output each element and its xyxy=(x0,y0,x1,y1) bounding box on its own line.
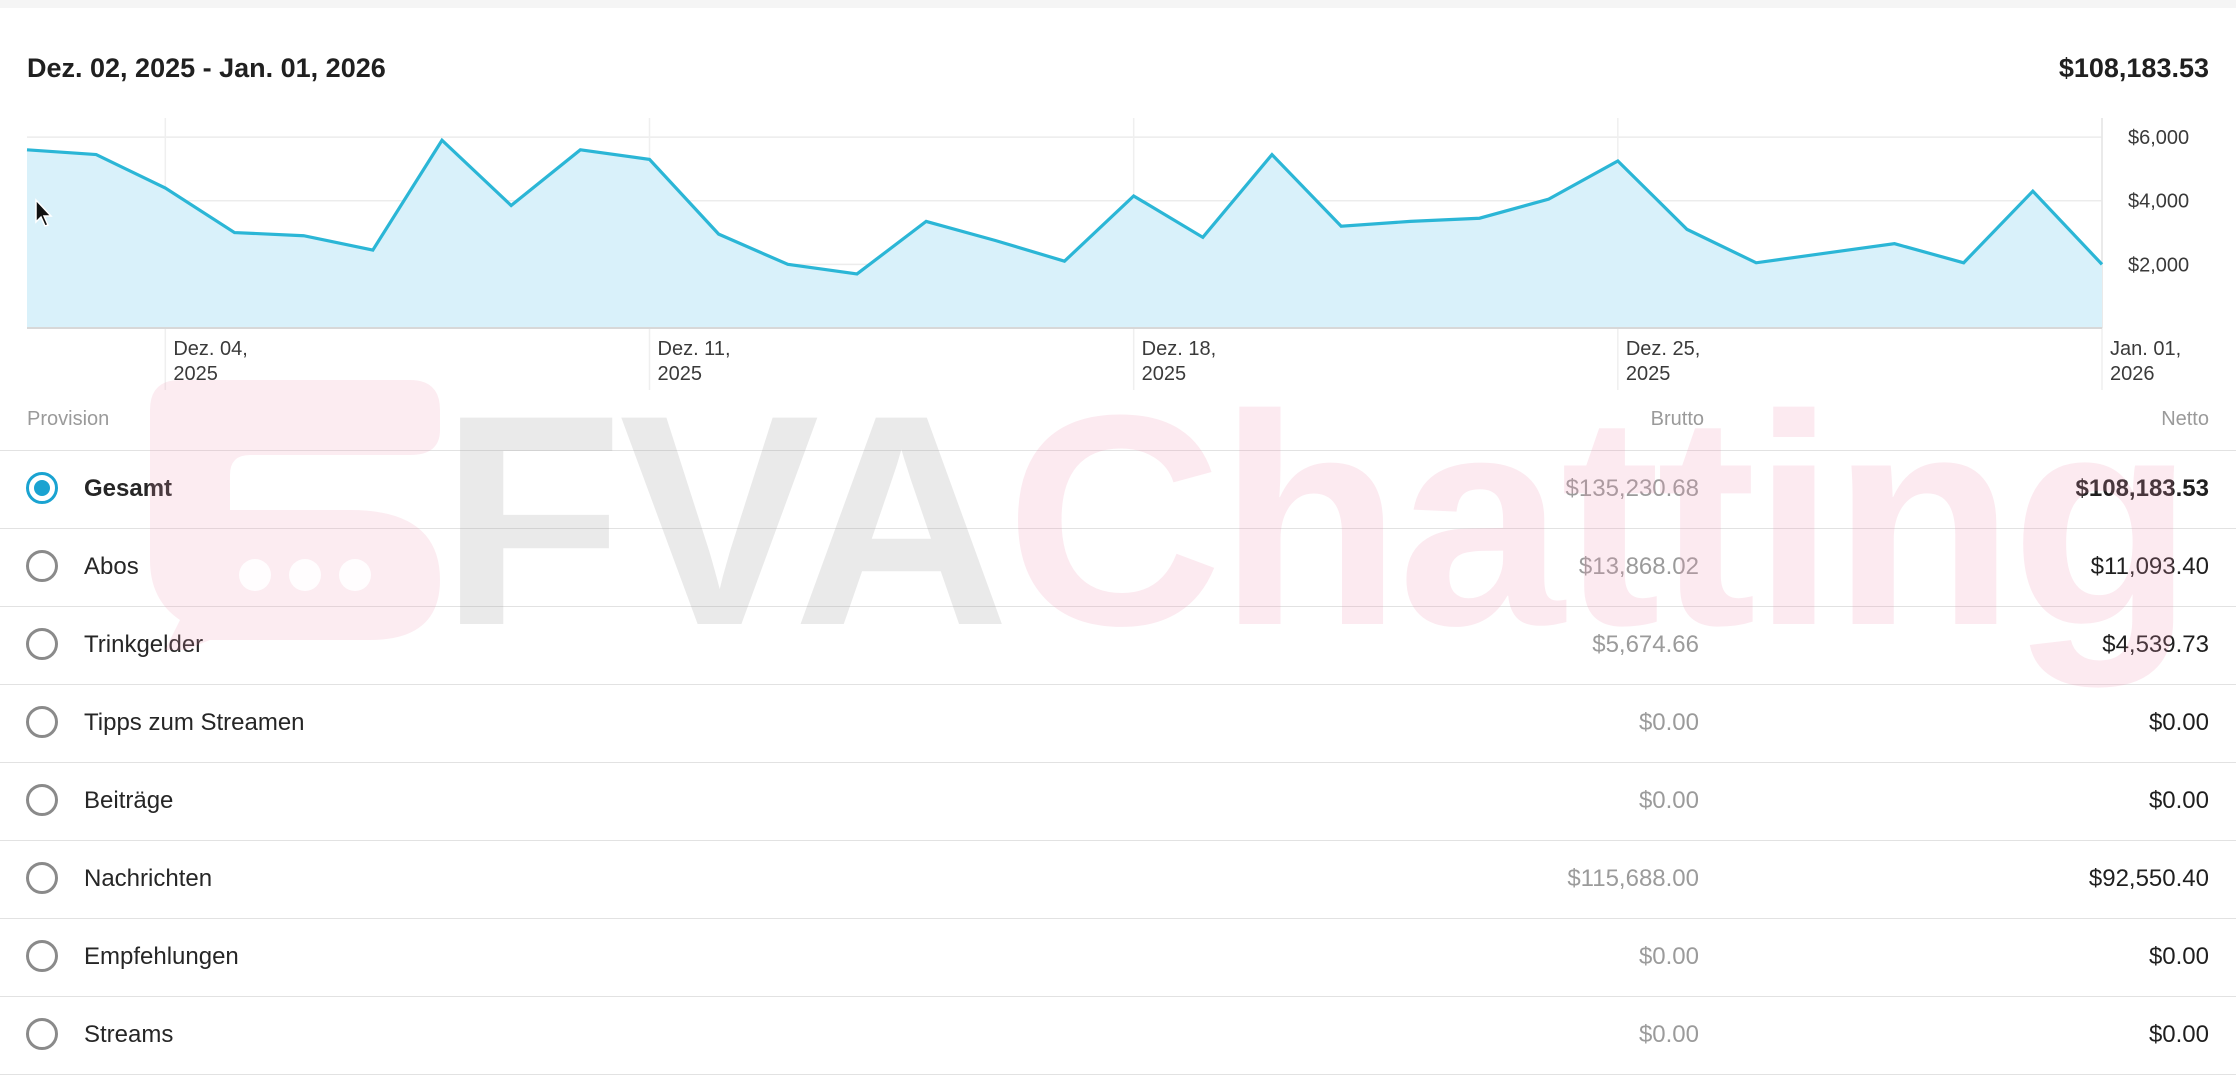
y-tick-label: $4,000 xyxy=(2128,191,2189,213)
x-tick-label: Dez. 11, xyxy=(658,338,731,360)
row-radio-button[interactable] xyxy=(26,550,58,582)
x-tick-label: Dez. 25, xyxy=(1626,338,1700,360)
x-tick-year-label: 2025 xyxy=(1626,363,1671,385)
row-gross-value: $5,674.66 xyxy=(1592,631,1699,658)
row-net-value: $4,539.73 xyxy=(2102,631,2209,658)
row-gross-value: $0.00 xyxy=(1638,943,1699,970)
row-radio-button[interactable] xyxy=(26,940,58,972)
x-tick-label: Jan. 01, xyxy=(2110,338,2181,360)
row-radio-button[interactable] xyxy=(26,784,58,816)
series-area xyxy=(27,140,2102,328)
header-category: Provision xyxy=(27,408,110,430)
header-gross: Brutto xyxy=(1650,408,1704,430)
row-radio-button[interactable] xyxy=(26,472,58,504)
row-gross-value: $0.00 xyxy=(1638,709,1699,736)
mouse-cursor-icon xyxy=(35,198,53,227)
period-header: Dez. 02, 2025 - Jan. 01, 2026 $108,183.5… xyxy=(27,48,2209,88)
earnings-table: Provision Brutto Netto Gesamt $135,230.68… xyxy=(0,396,2236,1075)
row-net-value: $0.00 xyxy=(2148,709,2209,736)
row-label: Abos xyxy=(84,553,139,580)
table-row[interactable]: Beiträge $0.00 $0.00 xyxy=(0,763,2236,841)
row-gross-value: $0.00 xyxy=(1638,1021,1699,1048)
table-row[interactable]: Gesamt $135,230.68 $108,183.53 xyxy=(0,451,2236,529)
y-tick-label: $2,000 xyxy=(2128,254,2189,276)
row-net-value: $0.00 xyxy=(2148,787,2209,814)
earnings-chart[interactable]: $6,000 $4,000 $2,000 Dez. 04, 2025 Dez. 11, 20… xyxy=(0,118,2236,398)
table-row[interactable]: Trinkgelder $5,674.66 $4,539.73 xyxy=(0,607,2236,685)
row-gross-value: $0.00 xyxy=(1638,787,1699,814)
date-range[interactable]: Dez. 02, 2025 - Jan. 01, 2026 xyxy=(27,52,386,83)
x-tick-year-label: 2026 xyxy=(2110,363,2155,385)
row-gross-value: $13,868.02 xyxy=(1578,553,1699,580)
table-row[interactable]: Empfehlungen $0.00 $0.00 xyxy=(0,919,2236,997)
earnings-chart-svg[interactable]: $6,000 $4,000 $2,000 Dez. 04, 2025 Dez. 11, 20… xyxy=(0,118,2236,398)
row-gross-value: $115,688.00 xyxy=(1567,865,1699,892)
table-row[interactable]: Streams $0.00 $0.00 xyxy=(0,997,2236,1075)
row-radio-button[interactable] xyxy=(26,706,58,738)
row-radio-button[interactable] xyxy=(26,628,58,660)
series-line[interactable] xyxy=(26,137,2104,276)
table-row[interactable]: Abos $13,868.02 $11,093.40 xyxy=(0,529,2236,607)
y-tick-label: $6,000 xyxy=(2128,127,2189,149)
row-label: Gesamt xyxy=(84,475,173,502)
x-tick-year-label: 2025 xyxy=(1142,363,1187,385)
x-tick-year-label: 2025 xyxy=(173,363,218,385)
row-label: Trinkgelder xyxy=(84,631,204,658)
row-label: Nachrichten xyxy=(84,865,213,892)
row-label: Streams xyxy=(84,1021,174,1048)
row-radio-button[interactable] xyxy=(26,862,58,894)
table-row[interactable]: Nachrichten $115,688.00 $92,550.40 xyxy=(0,841,2236,919)
table-row[interactable]: Tipps zum Streamen $0.00 $0.00 xyxy=(0,685,2236,763)
table-header: Provision Brutto Netto xyxy=(0,396,2236,451)
table-body: Gesamt $135,230.68 $108,183.53 Abos $13,868.… xyxy=(0,451,2236,1075)
row-net-value: $108,183.53 xyxy=(2075,475,2209,502)
x-tick-year-label: 2025 xyxy=(658,363,703,385)
x-tick-label: Dez. 04, xyxy=(173,338,247,360)
row-label: Tipps zum Streamen xyxy=(84,709,305,736)
header-net: Netto xyxy=(2161,408,2209,430)
x-tick-label: Dez. 18, xyxy=(1142,338,1216,360)
row-label: Empfehlungen xyxy=(84,943,239,970)
period-total: $108,183.53 xyxy=(2058,52,2209,83)
row-net-value: $0.00 xyxy=(2148,1021,2209,1048)
row-label: Beiträge xyxy=(84,787,174,814)
row-net-value: $0.00 xyxy=(2148,943,2209,970)
row-gross-value: $135,230.68 xyxy=(1565,475,1699,502)
row-net-value: $11,093.40 xyxy=(2090,553,2209,580)
row-radio-button[interactable] xyxy=(26,1018,58,1050)
statistics-card: Dez. 02, 2025 - Jan. 01, 2026 $108,183.5… xyxy=(0,8,2236,1080)
row-net-value: $92,550.40 xyxy=(2088,865,2209,892)
